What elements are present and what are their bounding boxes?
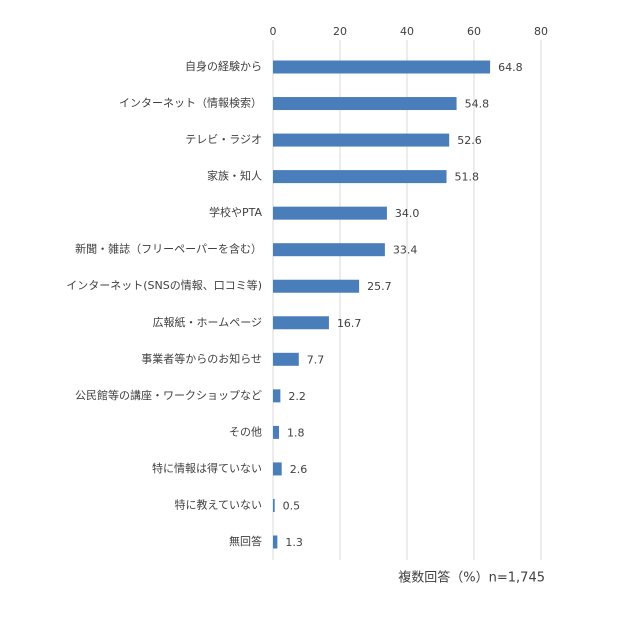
note: 複数回答（%）n=1,745 (398, 570, 545, 586)
y-tick-label: 広報紙・ホームページ (153, 315, 262, 329)
value-label: 25.7 (367, 280, 392, 293)
bar (273, 170, 447, 184)
bar (273, 60, 491, 74)
value-label: 52.6 (457, 134, 482, 147)
y-tick-label: インターネット（情報検索） (119, 96, 262, 110)
bar (273, 316, 329, 330)
y-tick-label: 新聞・雑誌（フリーペーパーを含む） (75, 242, 262, 256)
bar (273, 498, 275, 512)
value-label: 2.6 (290, 463, 308, 476)
x-tick-label: 40 (400, 25, 414, 38)
bar (273, 243, 385, 257)
x-tick-label: 80 (534, 25, 548, 38)
bar (273, 206, 387, 220)
value-label: 2.2 (288, 390, 306, 403)
y-tick-label: 特に教えていない (175, 497, 262, 511)
y-tick-label: 事業者等からのお知らせ (141, 351, 262, 365)
y-tick-label: 公民館等の講座・ワークショップなど (75, 388, 262, 402)
x-tick-label: 0 (270, 25, 277, 38)
value-label: 1.8 (287, 426, 305, 439)
bar (273, 425, 280, 439)
value-label: 1.3 (285, 536, 303, 549)
bar (273, 389, 281, 403)
x-tick-label: 20 (333, 25, 347, 38)
y-tick-label: 無回答 (229, 534, 262, 548)
bar (273, 97, 457, 111)
value-label: 33.4 (393, 244, 418, 257)
value-label: 7.7 (307, 353, 325, 366)
y-tick-label: その他 (229, 425, 262, 438)
y-tick-label: テレビ・ラジオ (185, 133, 262, 146)
value-label: 64.8 (498, 61, 522, 74)
bar (273, 279, 360, 293)
bar (273, 352, 299, 366)
y-tick-label: 家族・知人 (207, 169, 262, 183)
y-tick-label: 自身の経験から (185, 59, 262, 73)
y-tick-label: インターネット(SNSの情報、口コミ等) (66, 278, 262, 292)
value-label: 54.8 (465, 98, 490, 111)
value-label: 0.5 (283, 499, 301, 512)
y-tick-label: 学校やPTA (209, 205, 262, 219)
value-label: 51.8 (455, 171, 480, 184)
x-tick-label: 60 (467, 25, 481, 38)
value-label: 34.0 (395, 207, 420, 220)
bar (273, 462, 282, 476)
y-tick-label: 特に情報は得ていない (152, 461, 262, 475)
bar (273, 133, 450, 147)
bar (273, 535, 278, 549)
value-label: 16.7 (337, 317, 362, 330)
